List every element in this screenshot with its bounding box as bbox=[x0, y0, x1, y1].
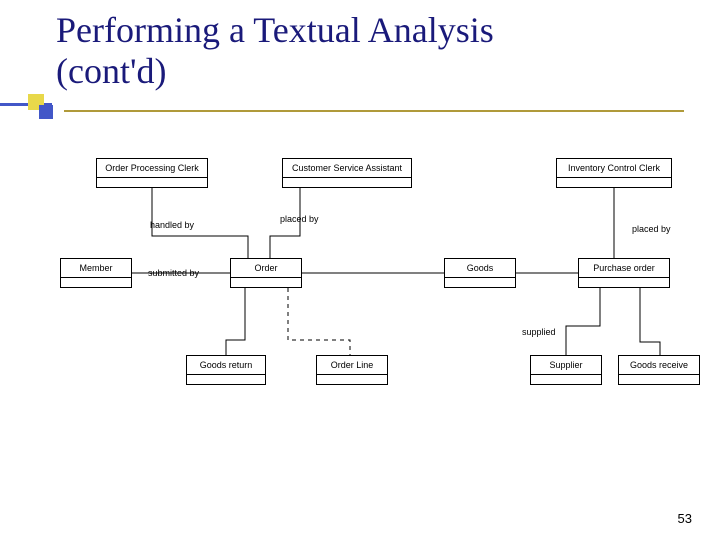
entity-label: Inventory Control Clerk bbox=[557, 159, 671, 178]
entity-opc: Order Processing Clerk bbox=[96, 158, 208, 188]
entity-label: Order bbox=[231, 259, 301, 278]
entity-mem: Member bbox=[60, 258, 132, 288]
entity-label: Customer Service Assistant bbox=[283, 159, 411, 178]
entity-sup: Supplier bbox=[530, 355, 602, 385]
entity-label: Goods receive bbox=[619, 356, 699, 375]
edge-label: submitted by bbox=[148, 268, 199, 278]
slide-title-line1: Performing a Textual Analysis bbox=[56, 10, 494, 51]
entity-csa: Customer Service Assistant bbox=[282, 158, 412, 188]
entity-body bbox=[317, 375, 387, 387]
entity-po: Purchase order bbox=[578, 258, 670, 288]
slide-title-line2: (cont'd) bbox=[56, 51, 494, 92]
entity-body bbox=[579, 278, 669, 290]
entity-label: Purchase order bbox=[579, 259, 669, 278]
entity-label: Goods return bbox=[187, 356, 265, 375]
entity-icc: Inventory Control Clerk bbox=[556, 158, 672, 188]
entity-grc: Goods receive bbox=[618, 355, 700, 385]
entity-label: Goods bbox=[445, 259, 515, 278]
entity-gr: Goods return bbox=[186, 355, 266, 385]
slide-title-block: Performing a Textual Analysis (cont'd) bbox=[56, 10, 494, 93]
entity-body bbox=[231, 278, 301, 290]
entity-body bbox=[61, 278, 131, 290]
entity-label: Member bbox=[61, 259, 131, 278]
entity-body bbox=[445, 278, 515, 290]
edge-ord-gr bbox=[226, 288, 245, 355]
entity-label: Order Processing Clerk bbox=[97, 159, 207, 178]
edge-label: supplied bbox=[522, 327, 556, 337]
entity-gds: Goods bbox=[444, 258, 516, 288]
entity-body bbox=[557, 178, 671, 190]
entity-ord: Order bbox=[230, 258, 302, 288]
edge-label: placed by bbox=[280, 214, 319, 224]
entity-body bbox=[619, 375, 699, 387]
page-number: 53 bbox=[678, 511, 692, 526]
edge-ord-ol bbox=[288, 288, 350, 355]
edge-po-grc bbox=[640, 288, 660, 355]
edge-po-sup bbox=[566, 288, 600, 355]
entity-ol: Order Line bbox=[316, 355, 388, 385]
class-diagram: Order Processing Clerk Customer Service A… bbox=[0, 150, 720, 410]
entity-body bbox=[187, 375, 265, 387]
edge-label: handled by bbox=[150, 220, 194, 230]
entity-label: Supplier bbox=[531, 356, 601, 375]
edge-label: placed by bbox=[632, 224, 671, 234]
entity-body bbox=[97, 178, 207, 190]
entity-body bbox=[283, 178, 411, 190]
title-underline bbox=[64, 110, 684, 112]
entity-body bbox=[531, 375, 601, 387]
entity-label: Order Line bbox=[317, 356, 387, 375]
